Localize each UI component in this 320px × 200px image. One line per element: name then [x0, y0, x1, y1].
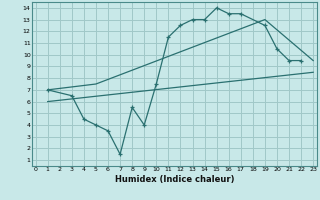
X-axis label: Humidex (Indice chaleur): Humidex (Indice chaleur)	[115, 175, 234, 184]
